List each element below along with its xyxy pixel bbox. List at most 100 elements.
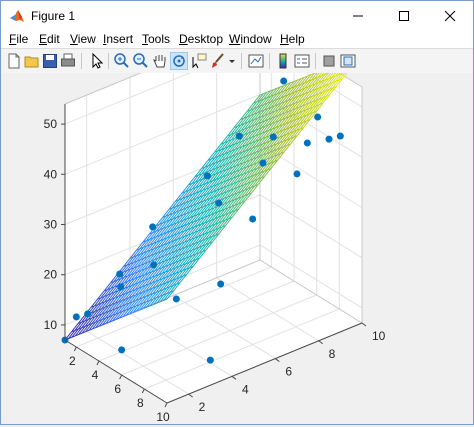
y-tick-label: 2 <box>199 400 206 414</box>
rotate-3d-button[interactable] <box>170 52 188 70</box>
data-point <box>204 173 210 179</box>
x-tick <box>142 389 144 393</box>
minimize-button[interactable] <box>335 1 381 31</box>
minimize-icon <box>352 10 364 22</box>
menu-edit[interactable]: Edit <box>39 32 60 46</box>
edit-plot-icon <box>87 52 105 70</box>
menu-help[interactable]: Help <box>280 32 305 46</box>
y-tick <box>232 376 236 379</box>
figure-toolbar <box>1 48 473 74</box>
hide-plot-tools-button[interactable] <box>320 52 338 70</box>
menu-bar: File Edit View Insert Tools Desktop Wind… <box>1 31 473 48</box>
hide-plot-tools-icon <box>320 52 338 70</box>
maximize-button[interactable] <box>381 1 427 31</box>
x-tick-label: 6 <box>114 382 121 396</box>
zoom-out-button[interactable] <box>132 52 150 70</box>
data-point <box>85 311 91 317</box>
data-cursor-button[interactable] <box>190 52 208 70</box>
data-point <box>294 171 300 177</box>
save-button[interactable] <box>41 52 59 70</box>
data-point <box>250 216 256 222</box>
title-bar[interactable]: Figure 1 <box>1 1 473 31</box>
matlab-logo-icon <box>9 8 25 24</box>
data-point <box>326 136 332 142</box>
z-tick-label: 10 <box>44 318 58 332</box>
z-tick-label: 20 <box>44 268 58 282</box>
menu-view[interactable]: View <box>70 32 96 46</box>
rotate-3d-icon <box>171 53 187 69</box>
data-point <box>281 78 287 84</box>
y-tick-label: 8 <box>329 347 336 361</box>
x-tick-label: 4 <box>92 368 99 382</box>
y-tick-label: 6 <box>285 365 292 379</box>
insert-legend-button[interactable] <box>293 52 311 70</box>
y-tick <box>189 394 193 397</box>
menu-desktop[interactable]: Desktop <box>179 32 223 46</box>
data-point <box>207 357 213 363</box>
insert-colorbar-button[interactable] <box>274 52 292 70</box>
zoom-out-icon <box>132 52 150 70</box>
pan-button[interactable] <box>151 52 169 70</box>
menu-tools[interactable]: Tools <box>142 32 170 46</box>
new-figure-icon <box>5 52 23 70</box>
insert-colorbar-icon <box>274 52 292 70</box>
toolbar-separator <box>315 53 316 69</box>
z-tick-label: 50 <box>44 117 58 131</box>
menu-file[interactable]: File <box>9 32 28 46</box>
data-point <box>117 271 123 277</box>
y-tick-label: 10 <box>372 329 386 343</box>
brush-dropdown[interactable] <box>227 52 237 70</box>
open-file-button[interactable] <box>23 52 41 70</box>
window-title: Figure 1 <box>31 9 75 23</box>
maximize-icon <box>398 10 410 22</box>
show-plot-tools-icon <box>339 52 357 70</box>
new-figure-button[interactable] <box>5 52 23 70</box>
y-tick <box>362 323 366 326</box>
close-icon <box>444 10 456 22</box>
brush-button[interactable] <box>209 52 227 70</box>
x-tick-label: 2 <box>69 354 76 368</box>
menu-window[interactable]: Window <box>229 32 272 46</box>
data-point <box>150 224 156 230</box>
toolbar-separator <box>81 53 82 69</box>
pan-icon <box>151 52 169 70</box>
y-tick <box>319 341 323 344</box>
toolbar-separator <box>108 53 109 69</box>
open-file-icon <box>23 52 41 70</box>
data-point <box>118 284 124 290</box>
menu-insert[interactable]: Insert <box>103 32 133 46</box>
data-point <box>218 281 224 287</box>
print-button[interactable] <box>59 52 77 70</box>
x-tick <box>74 347 76 351</box>
x-tick-label: 8 <box>137 396 144 410</box>
data-point <box>73 314 79 320</box>
data-cursor-icon <box>190 52 208 70</box>
z-tick-label: 30 <box>44 218 58 232</box>
y-tick <box>275 359 279 362</box>
data-point <box>304 140 310 146</box>
x-tick <box>165 403 167 407</box>
x-tick <box>120 375 122 379</box>
data-point <box>216 200 222 206</box>
link-plot-button[interactable] <box>247 52 265 70</box>
x-tick <box>97 361 99 365</box>
link-plot-icon <box>247 52 265 70</box>
brush-icon <box>209 52 227 70</box>
z-tick-label: 40 <box>44 167 58 181</box>
data-point <box>260 160 266 166</box>
data-point <box>151 262 157 268</box>
edit-plot-button[interactable] <box>87 52 105 70</box>
close-button[interactable] <box>427 1 473 31</box>
data-point <box>236 133 242 139</box>
data-point <box>315 114 321 120</box>
data-point <box>270 134 276 140</box>
zoom-in-button[interactable] <box>113 52 131 70</box>
show-plot-tools-button[interactable] <box>339 52 357 70</box>
toolbar-separator <box>269 53 270 69</box>
chevron-down-icon <box>227 52 237 70</box>
data-point <box>337 133 343 139</box>
zoom-in-icon <box>113 52 131 70</box>
